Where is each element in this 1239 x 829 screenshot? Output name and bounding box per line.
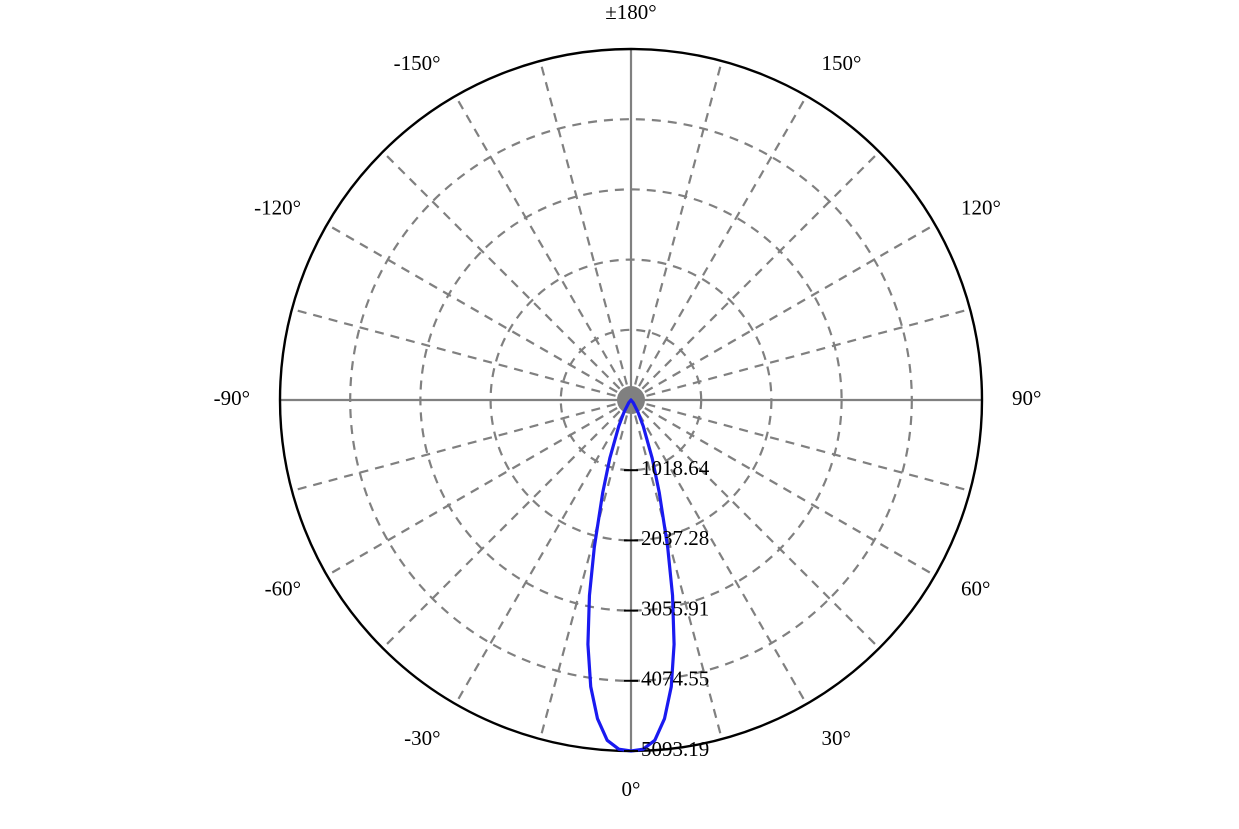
radius-tick-label: 1018.64 bbox=[641, 456, 710, 480]
angle-label: 120° bbox=[961, 195, 1001, 219]
polar-chart: 1018.64 2037.28 3055.91 4074.55 5093.190° 30°… bbox=[0, 0, 1239, 824]
angle-label: ±180° bbox=[605, 0, 656, 24]
angle-label: -60° bbox=[265, 576, 301, 600]
radius-tick-label: 5093.19 bbox=[641, 737, 709, 761]
angle-label: -150° bbox=[394, 51, 441, 75]
angle-label: 30° bbox=[822, 726, 851, 750]
angle-label: 0° bbox=[622, 777, 641, 801]
angle-label: -90° bbox=[214, 386, 250, 410]
angle-label: -120° bbox=[254, 195, 301, 219]
radius-tick-label: 3055.91 bbox=[641, 596, 709, 620]
radius-tick-label: 4074.55 bbox=[641, 667, 709, 691]
angle-label: 60° bbox=[961, 576, 990, 600]
angle-label: 150° bbox=[822, 51, 862, 75]
radius-tick-label: 2037.28 bbox=[641, 526, 709, 550]
angle-label: -30° bbox=[404, 726, 440, 750]
angle-label: 90° bbox=[1012, 386, 1041, 410]
